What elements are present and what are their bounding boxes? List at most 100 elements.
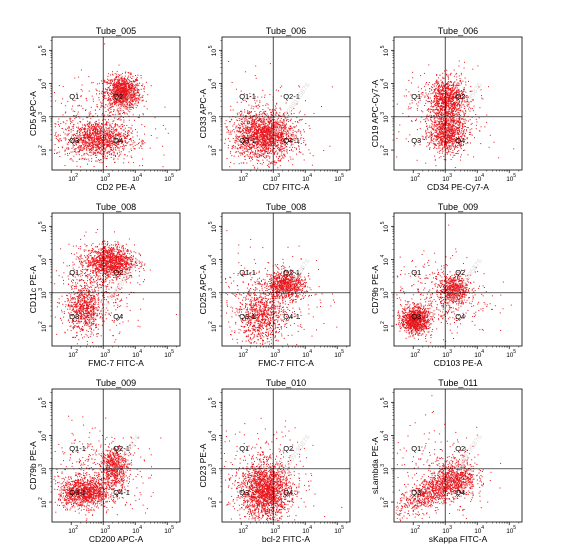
event-dot [92,146,94,148]
event-dot [267,127,269,129]
event-dot [104,95,106,97]
event-dot [120,142,122,144]
event-dot [269,130,271,132]
event-dot [100,125,102,127]
event-dot [66,133,68,135]
x-tick-label: 10 [238,176,246,183]
event-dot [253,141,254,143]
event-dot [126,136,128,138]
event-dot [102,90,104,92]
event-dot [65,138,67,140]
event-dot [100,159,102,161]
event-dot [122,140,124,142]
event-dot [252,140,253,142]
event-dot [124,75,126,77]
event-dot [123,125,125,126]
event-dot [133,162,135,164]
event-dot [111,136,112,138]
event-dot [115,75,117,77]
event-dot [93,143,95,145]
event-dot [457,108,459,109]
event-dot [257,96,259,98]
event-dot [80,146,82,148]
event-dot [94,131,96,133]
event-dot [290,137,292,139]
event-dot [116,77,118,78]
event-dot [254,120,255,122]
event-dot [141,148,143,150]
event-dot [58,85,60,87]
event-dot [108,144,110,146]
event-dot [124,95,125,97]
event-dot [274,134,276,136]
event-dot [128,106,130,108]
event-dot [71,108,73,110]
event-dot [252,123,254,125]
event-dot [83,135,85,136]
event-dot [270,145,272,147]
event-dot [108,119,109,121]
event-dot [425,102,427,104]
event-dot [252,152,254,153]
event-dot [254,132,255,134]
event-dot [275,132,277,134]
event-dot [267,107,269,109]
event-dot [259,163,261,165]
event-dot [81,147,83,149]
event-dot [262,128,264,130]
event-dot [266,127,268,129]
event-dot [104,157,106,159]
event-dot [114,152,115,154]
event-dot [107,122,109,124]
event-dot [134,96,136,98]
event-dot [84,143,86,145]
event-dot [78,134,80,136]
event-dot [236,101,238,103]
event-dot [270,141,272,143]
event-dot [108,114,110,116]
event-dot [122,95,124,97]
event-dot [250,135,252,137]
event-dot [104,80,106,82]
event-dot [75,144,77,146]
event-dot [265,138,266,140]
event-dot [65,111,67,113]
event-dot [116,90,118,92]
event-dot [290,118,292,120]
event-dot [138,147,140,149]
event-dot [268,147,270,149]
event-dot [124,91,126,92]
event-dot [86,147,87,149]
event-dot [124,99,126,101]
event-dot [261,130,263,132]
event-dot [90,132,91,134]
event-dot [121,90,123,92]
event-dot [263,128,264,130]
event-dot [276,133,278,135]
event-dot [260,149,262,150]
event-dot [114,104,115,106]
event-dot [98,124,100,126]
event-dot [121,76,123,78]
event-dot [120,108,122,110]
event-dot [97,151,99,153]
event-dot [277,123,279,125]
event-dot [86,147,88,149]
event-dot [274,123,276,125]
event-dot [450,80,451,82]
event-dot [267,130,269,132]
event-dot [111,96,113,98]
event-dot [246,129,248,131]
event-dot [286,123,287,125]
event-dot [108,112,110,114]
event-dot [267,124,269,126]
event-dot [271,124,273,126]
event-dot [98,138,100,140]
event-dot [462,80,464,82]
event-dot [226,158,228,159]
event-dot [58,124,59,125]
event-dot [103,106,105,108]
event-dot [96,150,97,152]
event-dot [109,133,111,135]
event-dot [91,160,93,162]
